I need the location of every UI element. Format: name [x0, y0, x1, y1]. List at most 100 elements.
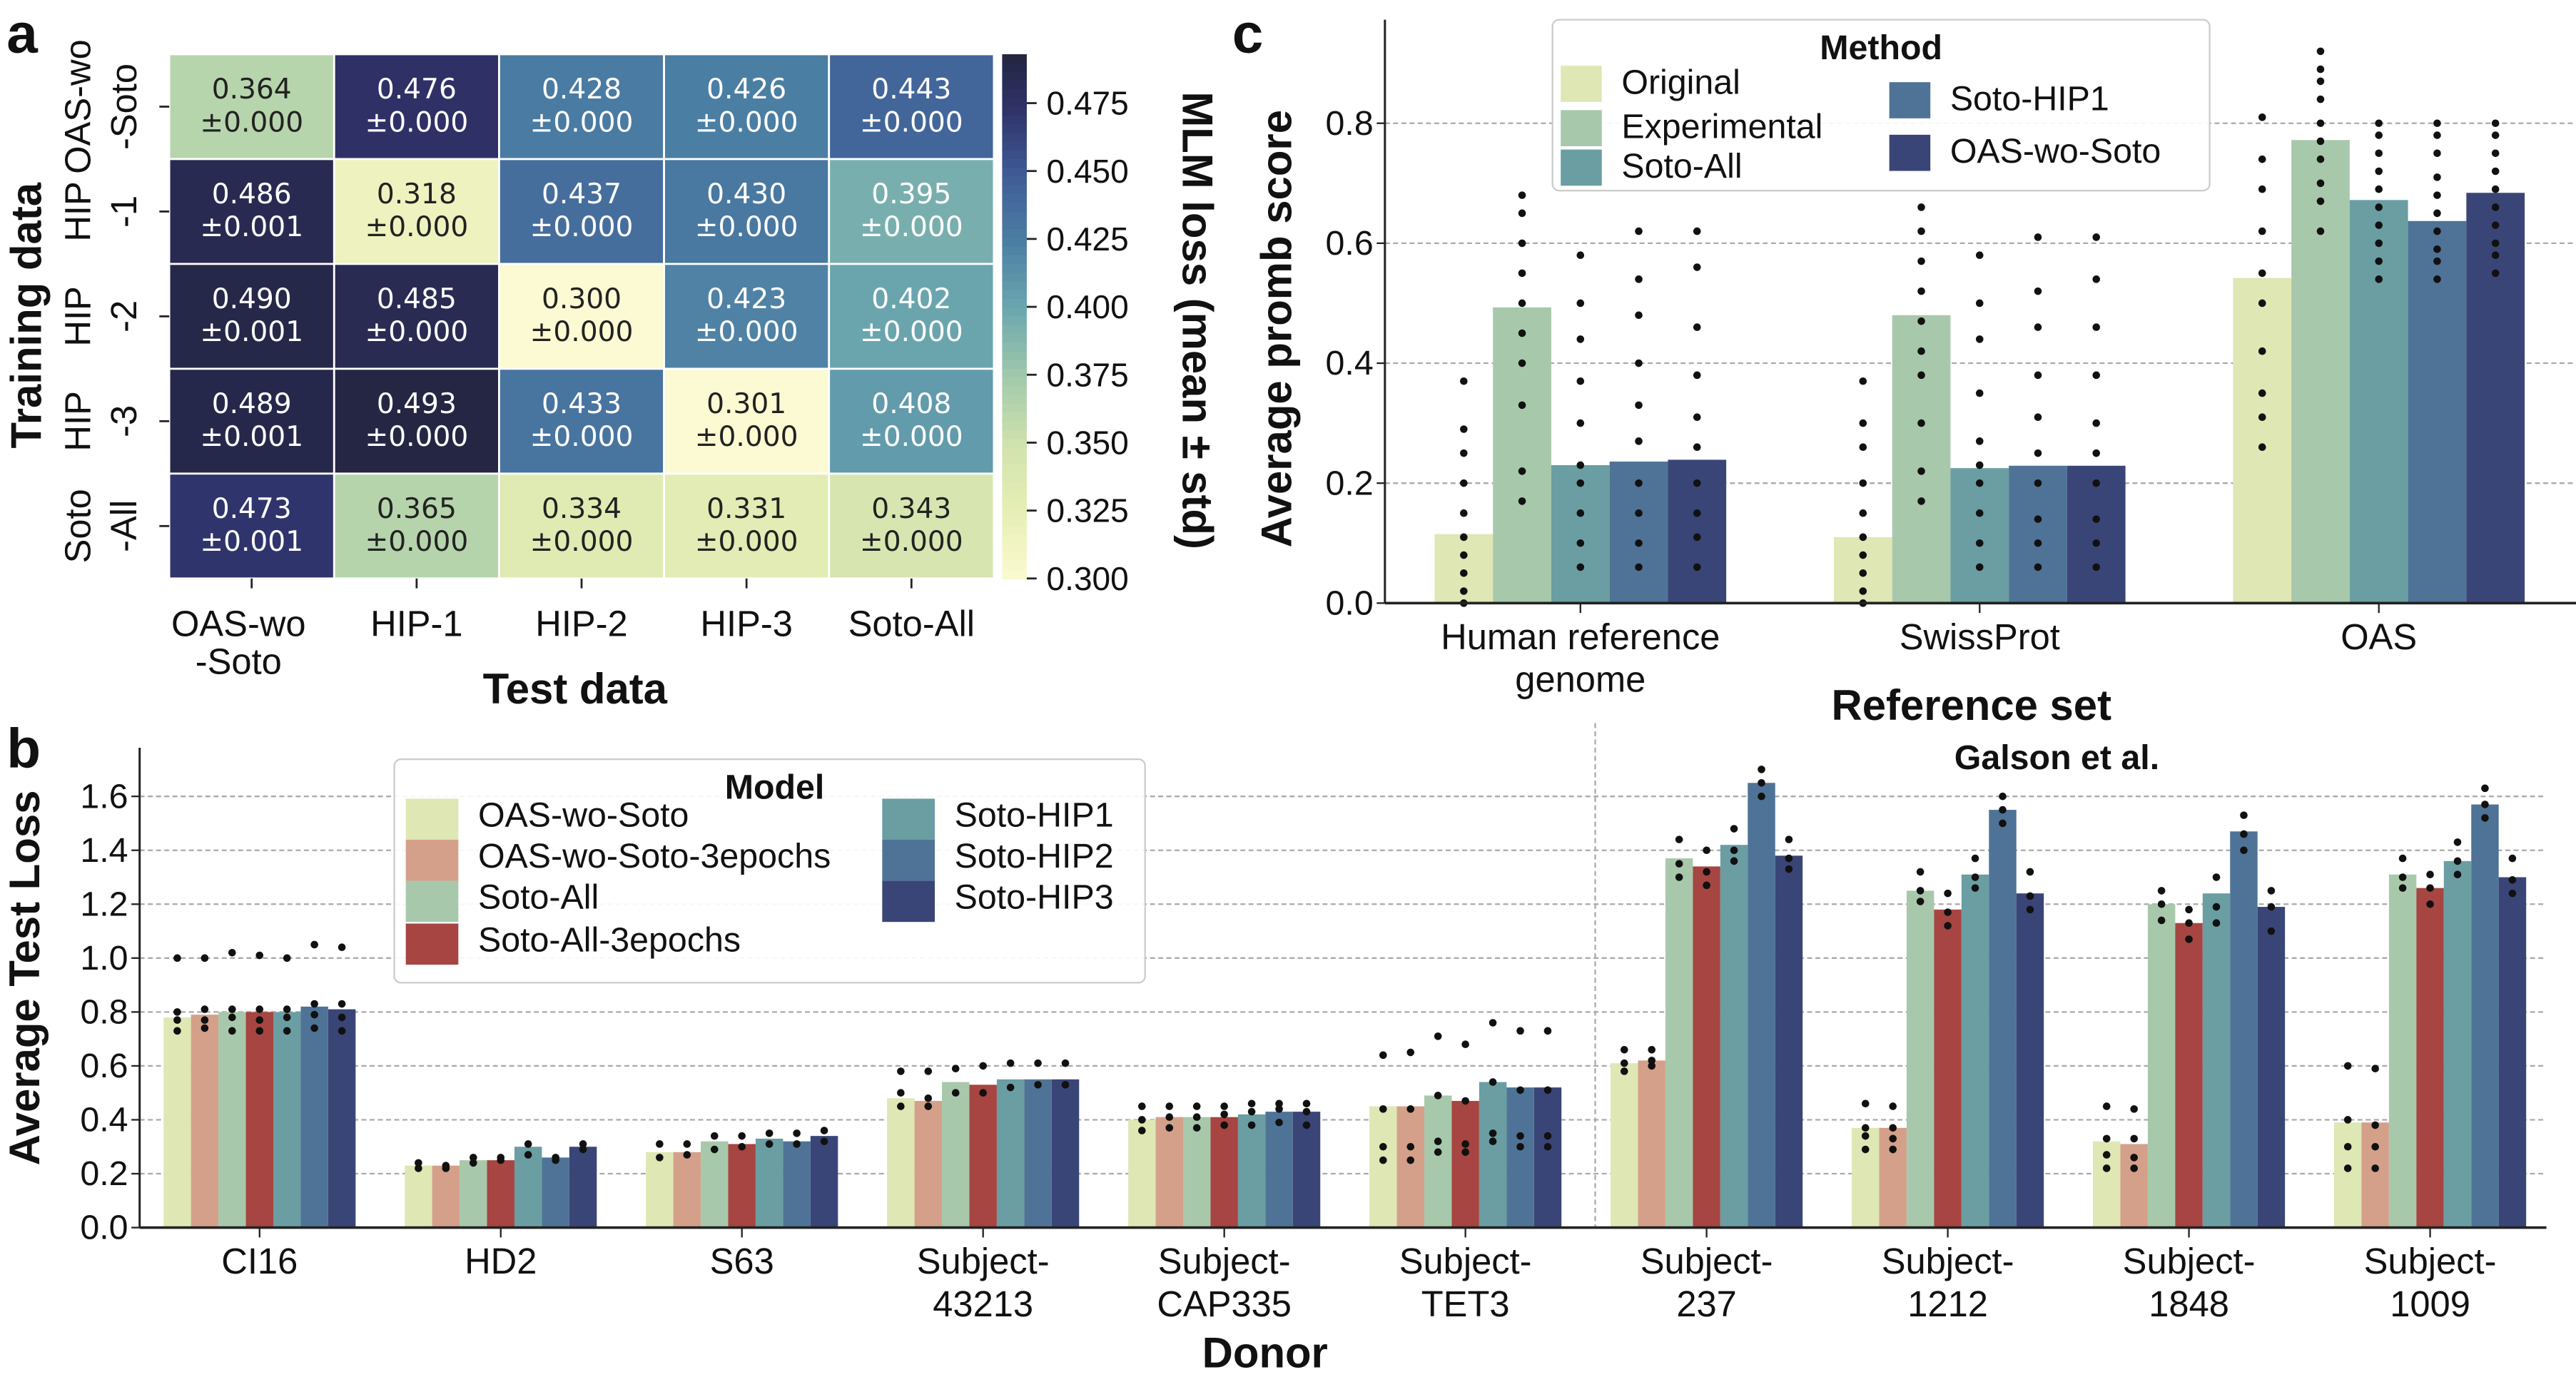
data-point	[1247, 1099, 1256, 1108]
colorbar-segment	[1002, 526, 1027, 536]
bar-soto-hip2	[1989, 810, 2017, 1228]
bar-soto-hip3	[1051, 1079, 1080, 1228]
data-point	[2102, 1134, 2111, 1143]
data-point	[1975, 437, 1984, 445]
data-point	[1406, 1156, 1415, 1164]
data-point	[2491, 251, 2500, 260]
legend-label: Soto-All	[1621, 147, 1742, 186]
y-tick-label: 0.4	[1326, 344, 1374, 382]
data-point	[1917, 347, 1925, 355]
data-point	[1406, 1142, 1415, 1151]
bar-soto-all	[460, 1160, 487, 1228]
data-point	[2258, 269, 2266, 278]
data-point	[228, 1013, 236, 1022]
bar-oas-wo-soto-3epochs	[914, 1101, 943, 1228]
data-point	[1460, 587, 1468, 595]
heatmap-cell	[498, 158, 665, 265]
x-axis-title: Donor	[1202, 1328, 1328, 1376]
bar-soto-hip2	[2471, 804, 2499, 1228]
data-point	[2375, 149, 2383, 158]
bar-soto-all-3epochs	[1693, 866, 1720, 1228]
data-point	[2426, 900, 2434, 908]
data-point	[2267, 903, 2276, 911]
data-point	[283, 954, 291, 962]
data-point	[1518, 329, 1526, 337]
bar-soto-hip3	[1292, 1112, 1321, 1228]
colorbar-tick-label: 0.475	[1047, 85, 1129, 122]
x-tick-label: Subject-	[917, 1241, 1050, 1281]
colorbar-segment	[1002, 430, 1027, 440]
row-label: -2	[103, 300, 144, 332]
column-label: HIP-1	[370, 603, 462, 644]
data-point	[1635, 227, 1643, 235]
data-point	[1006, 1059, 1015, 1067]
data-point	[2157, 887, 2166, 895]
data-point	[2375, 167, 2383, 176]
bar-soto-all-3epochs	[2175, 923, 2203, 1228]
data-point	[1635, 359, 1643, 367]
cell-value-label: 0.485	[377, 283, 457, 315]
data-point	[552, 1154, 559, 1162]
heatmap-cell	[828, 158, 995, 265]
bar-experimental	[2291, 140, 2350, 604]
cell-value-label: 0.476	[377, 73, 457, 106]
data-point	[2491, 131, 2500, 139]
data-point	[2433, 257, 2441, 265]
bar-soto-all	[2388, 874, 2417, 1228]
colorbar-segment	[1002, 534, 1027, 545]
data-point	[173, 1027, 181, 1035]
data-point	[1138, 1102, 1146, 1110]
colorbar-segment	[1002, 203, 1027, 213]
cell-std-label: ±0.000	[200, 106, 303, 138]
y-axis-title: Average promb score	[1253, 110, 1301, 547]
data-point	[1693, 479, 1701, 487]
bar-soto-all	[1906, 890, 1934, 1228]
colorbar-tick-label: 0.375	[1047, 356, 1129, 393]
data-point	[1859, 479, 1867, 487]
data-point	[2130, 1164, 2138, 1172]
data-point	[1518, 299, 1526, 308]
data-point	[2433, 227, 2441, 235]
data-point	[2034, 371, 2042, 380]
bar-soto-all	[1665, 858, 1693, 1228]
data-point	[2258, 443, 2266, 452]
data-point	[1859, 419, 1867, 427]
data-point	[2433, 149, 2441, 158]
data-point	[415, 1159, 422, 1167]
y-tick-label: 1.6	[80, 777, 128, 816]
data-point	[2491, 149, 2500, 158]
data-point	[1975, 389, 1984, 397]
panel-label-c: c	[1232, 2, 1264, 65]
heatmap-cell	[168, 472, 335, 580]
data-point	[2034, 233, 2042, 241]
data-point	[1785, 835, 1793, 843]
x-tick-label: OAS	[2341, 616, 2417, 657]
data-point	[201, 954, 209, 962]
colorbar-segment	[1002, 325, 1027, 335]
legend-swatch	[405, 923, 459, 965]
data-point	[1971, 854, 1979, 863]
colorbar-segment	[1002, 98, 1027, 108]
colorbar-segment	[1002, 351, 1027, 362]
cell-std-label: ±0.000	[530, 421, 634, 453]
data-point	[201, 1016, 209, 1025]
data-point	[2491, 167, 2500, 176]
x-tick-label: 1848	[2149, 1284, 2229, 1324]
bar-soto-hip1	[996, 1079, 1025, 1228]
data-point	[1460, 425, 1468, 433]
data-point	[951, 1089, 960, 1097]
data-point	[2034, 287, 2042, 295]
data-point	[2092, 419, 2101, 427]
data-point	[2453, 870, 2462, 879]
bar-soto-hip1	[514, 1147, 542, 1228]
colorbar-tick-label: 0.325	[1047, 492, 1129, 529]
cell-value-label: 0.423	[706, 283, 786, 315]
data-point	[1675, 835, 1683, 843]
cell-std-label: ±0.001	[200, 316, 303, 348]
colorbar-segment	[1002, 193, 1027, 204]
legend-swatch	[882, 839, 935, 881]
data-point	[1061, 1081, 1070, 1089]
data-point	[1576, 299, 1585, 308]
x-tick-label: HD2	[465, 1241, 537, 1281]
data-point	[1576, 563, 1585, 571]
